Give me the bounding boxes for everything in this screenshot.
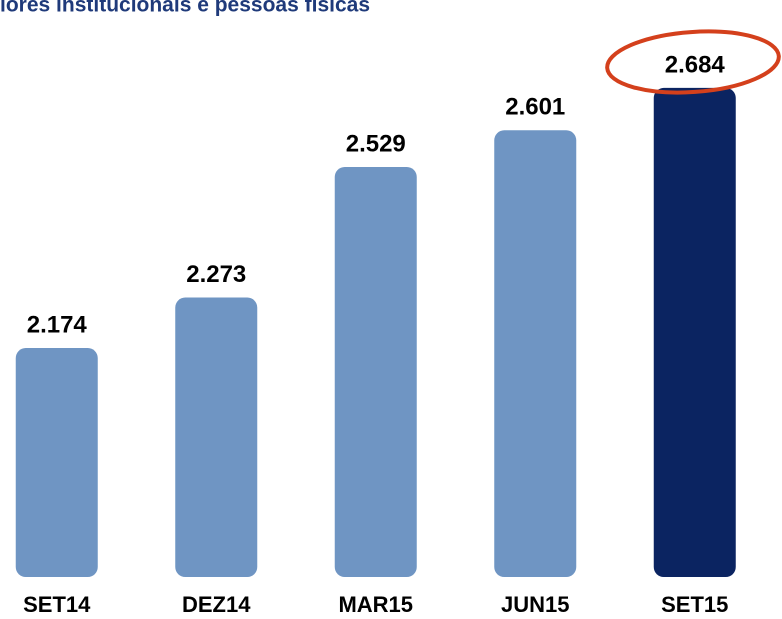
bar: [653, 87, 736, 578]
x-tick-label: MAR15: [338, 592, 413, 617]
chart-title: lores institucionais e pessoas físicas: [0, 0, 370, 17]
x-tick-label: JUN15: [501, 592, 569, 617]
x-tick-label: SET14: [23, 592, 91, 617]
x-tick-label: SET15: [661, 592, 728, 617]
bar: [175, 297, 258, 577]
highlight-ellipse: [605, 29, 781, 95]
bar: [15, 348, 98, 577]
bar: [334, 166, 417, 577]
value-label: 2.601: [505, 94, 565, 121]
x-tick-label: DEZ14: [182, 592, 251, 617]
value-label: 2.273: [186, 261, 246, 288]
bar: [494, 130, 577, 577]
value-label: 2.684: [665, 51, 726, 78]
value-label: 2.529: [346, 130, 406, 157]
value-label: 2.174: [27, 311, 88, 338]
